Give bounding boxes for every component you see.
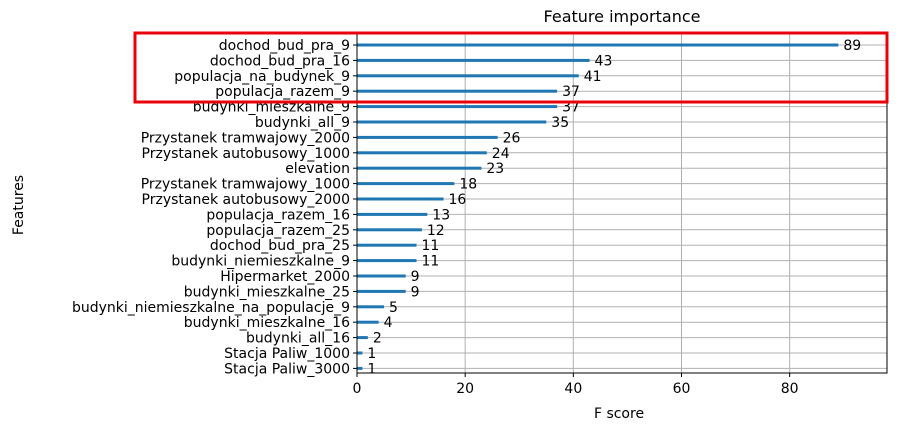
bar-value-label: 41 [584, 69, 602, 85]
bar [357, 212, 428, 216]
category-label: budynki_mieszkalne_9 [193, 100, 350, 116]
category-label: Przystanek autobusowy_1000 [142, 146, 350, 162]
bar-value-label: 4 [384, 315, 393, 331]
bar [357, 243, 417, 247]
category-label: budynki_niemieszkalne_na_populacje_9 [72, 300, 350, 316]
bar-value-label: 37 [562, 100, 580, 116]
bar-value-label: 89 [843, 38, 861, 54]
bar-value-label: 1 [367, 346, 376, 362]
bar [357, 351, 363, 355]
bar-value-label: 1 [367, 361, 376, 377]
x-tick-label: 40 [564, 381, 582, 397]
bar [357, 182, 455, 186]
bar [357, 228, 422, 232]
bar [357, 58, 590, 62]
bar [357, 366, 363, 370]
y-axis-label: Features [11, 175, 27, 235]
x-axis-label: F score [594, 406, 644, 422]
category-label: populacja_razem_9 [215, 84, 350, 100]
category-label: Stacja Paliw_3000 [224, 361, 350, 377]
bar-value-label: 5 [389, 300, 398, 316]
bar-value-label: 18 [459, 177, 477, 193]
bar [357, 197, 444, 201]
category-label: populacja_razem_16 [206, 207, 350, 223]
bar [357, 274, 406, 278]
bar [357, 289, 406, 293]
bar-value-label: 9 [411, 284, 420, 300]
bar-value-label: 9 [411, 269, 420, 285]
bar [357, 89, 558, 93]
bar-value-label: 37 [562, 84, 580, 100]
category-label: Przystanek autobusowy_2000 [142, 192, 350, 208]
bar [357, 120, 547, 124]
bar-value-label: 2 [373, 331, 382, 347]
category-label: Przystanek tramwajowy_2000 [141, 130, 350, 146]
x-tick-label: 80 [781, 381, 799, 397]
category-label: populacja_na_budynek_9 [174, 69, 350, 85]
category-labels-layer: dochod_bud_pra_9dochod_bud_pra_16populac… [72, 38, 357, 377]
category-label: budynki_all_16 [246, 331, 350, 347]
category-label: dochod_bud_pra_16 [210, 53, 350, 69]
bar-value-label: 12 [427, 223, 445, 239]
bar [357, 105, 558, 109]
category-label: elevation [285, 161, 350, 177]
bar-value-label: 13 [432, 207, 450, 223]
category-label: dochod_bud_pra_9 [219, 38, 350, 54]
x-tick-label: 0 [353, 381, 362, 397]
bar [357, 166, 482, 170]
category-label: Hipermarket_2000 [220, 269, 350, 285]
bar-value-label: 11 [421, 238, 439, 254]
category-label: dochod_bud_pra_25 [210, 238, 350, 254]
bar [357, 320, 379, 324]
x-tick-label: 60 [673, 381, 691, 397]
bar-value-label: 24 [492, 146, 510, 162]
x-tick-label: 20 [456, 381, 474, 397]
highlight-box [133, 31, 889, 104]
x-ticks-layer: 0 20 40 60 80 [353, 373, 799, 397]
bar [357, 259, 417, 263]
bar-value-label: 26 [503, 130, 521, 146]
bar-value-label: 16 [449, 192, 467, 208]
bar [357, 151, 487, 155]
category-label: Stacja Paliw_1000 [224, 346, 350, 362]
bar [357, 336, 368, 340]
bar [357, 305, 385, 309]
bar [357, 43, 839, 47]
bar-value-label: 23 [486, 161, 504, 177]
bar-value-label: 43 [595, 53, 613, 69]
bar [357, 135, 498, 139]
grid-layer [356, 33, 887, 373]
category-label: budynki_mieszkalne_16 [184, 315, 350, 331]
bar-value-label: 11 [421, 254, 439, 270]
chart-title: Feature importance [544, 7, 701, 26]
category-label: budynki_mieszkalne_25 [184, 284, 350, 300]
category-label: budynki_niemieszkalne_9 [171, 254, 350, 270]
bars-layer [357, 43, 839, 370]
bar-value-label: 35 [551, 115, 569, 131]
bar [357, 74, 579, 78]
category-label: Przystanek tramwajowy_1000 [141, 177, 350, 193]
category-label: populacja_razem_25 [206, 223, 350, 239]
category-label: budynki_all_9 [255, 115, 350, 131]
